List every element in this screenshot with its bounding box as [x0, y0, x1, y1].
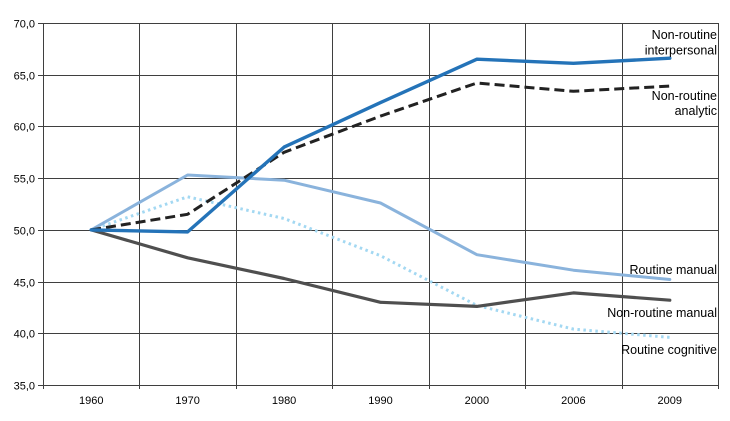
series-label-non-routine-interpersonal: Non-routine [652, 28, 717, 42]
x-tick-label: 1990 [368, 395, 392, 407]
y-tick-label: 40,0 [14, 329, 35, 341]
series-label-non-routine-interpersonal: interpersonal [645, 44, 717, 58]
x-tick-label: 2000 [465, 395, 489, 407]
series-label-routine-cognitive: Routine cognitive [621, 343, 717, 357]
series-line-non-routine-interpersonal [89, 56, 672, 234]
x-tick-label: 2006 [561, 395, 585, 407]
series-label-non-routine-analytic: Non-routine [652, 89, 717, 103]
series-line-routine-manual [89, 173, 672, 281]
plot-border [43, 23, 719, 386]
y-tick-label: 55,0 [14, 174, 35, 186]
x-tick-label: 2009 [658, 395, 682, 407]
y-tick-label: 65,0 [14, 71, 35, 83]
y-tick-label: 45,0 [14, 278, 35, 290]
series-line-routine-cognitive [90, 195, 670, 339]
x-tick-label: 1980 [272, 395, 296, 407]
series-label-routine-manual: Routine manual [629, 263, 717, 277]
y-tick-label: 35,0 [14, 381, 35, 393]
series-line-non-routine-manual [89, 228, 672, 308]
series-line-non-routine-analytic [90, 81, 670, 232]
y-tick-label: 70,0 [14, 19, 35, 31]
series-label-non-routine-analytic: analytic [675, 104, 717, 118]
y-tick-label: 60,0 [14, 122, 35, 134]
x-tick-label: 1970 [175, 395, 199, 407]
x-tick-label: 1960 [79, 395, 103, 407]
y-tick-label: 50,0 [14, 226, 35, 238]
series-label-non-routine-manual: Non-routine manual [607, 306, 717, 320]
